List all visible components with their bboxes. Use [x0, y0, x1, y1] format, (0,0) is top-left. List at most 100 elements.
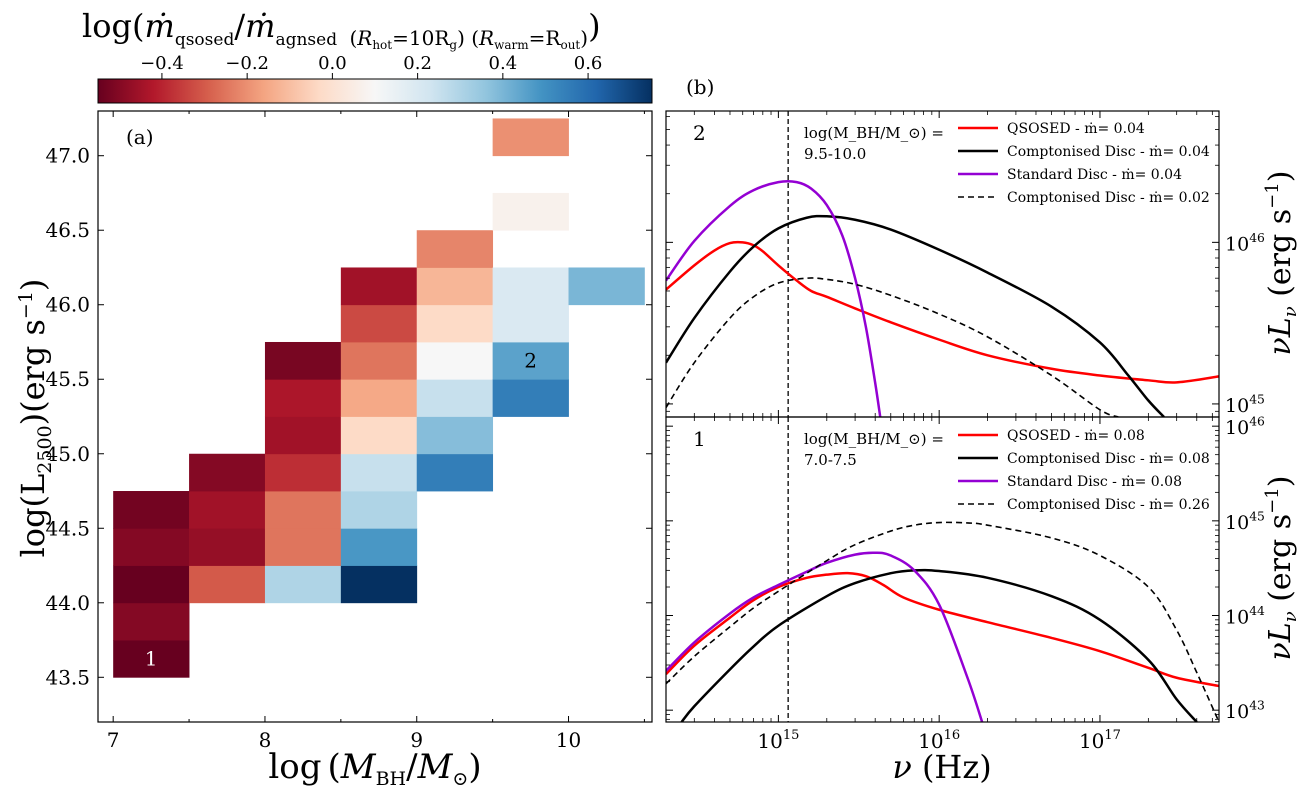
sed-y-tick-label: 1045 — [1225, 392, 1265, 417]
mass-range-value: 7.0-7.5 — [804, 451, 857, 469]
series-line — [666, 179, 882, 417]
colorbar-label-sub-qsosed: qsosed — [175, 30, 235, 50]
heatmap-cell — [113, 491, 190, 529]
heatmap-y-tick-label: 46.5 — [45, 218, 90, 242]
heatmap-y-tick-label: 43.5 — [45, 665, 90, 689]
series-group — [666, 179, 1219, 417]
subpanel-number: 2 — [693, 121, 706, 145]
heatmap-cell — [340, 453, 418, 492]
heatmap-cell — [492, 304, 569, 343]
heatmap-cell — [340, 528, 418, 566]
legend: QSOSED - ṁ= 0.04 Comptonised Disc - ṁ= 0.… — [958, 121, 1210, 206]
heatmap-x-tick-label: 10 — [556, 728, 581, 752]
colorbar-tick-label: 0.6 — [574, 53, 603, 74]
heatmap-cell — [492, 267, 569, 306]
heatmap-cell — [264, 341, 342, 380]
heatmap-cell — [340, 416, 418, 455]
series-line — [666, 214, 1165, 417]
heatmap-cell — [264, 453, 342, 492]
heatmap-cell — [416, 304, 494, 343]
legend-entry: Comptonised Disc - ṁ= 0.08 — [1007, 451, 1210, 467]
heatmap-bin-number: 1 — [145, 647, 158, 671]
heatmap-cell — [189, 491, 266, 529]
colorbar-label-warm: warm — [494, 38, 529, 52]
legend-entry: Standard Disc - ṁ= 0.08 — [1007, 474, 1182, 490]
heatmap-frame — [97, 110, 653, 723]
heatmap-cell — [264, 379, 342, 417]
legend-entry: Comptonised Disc - ṁ= 0.02 — [1007, 190, 1210, 206]
sed-y-tick-label: 1045 — [1225, 509, 1265, 534]
colorbar-label-mdot-1: ṁ — [144, 7, 174, 45]
heatmap-cell — [492, 341, 569, 380]
series-line — [666, 240, 1219, 384]
colorbar-tick-label: 0.2 — [403, 53, 432, 74]
heatmap-y-tick-label: 45.0 — [45, 442, 90, 466]
colorbar-tick-label: −0.2 — [225, 53, 269, 74]
heatmap-cell — [492, 379, 569, 417]
sed-y-tick-label: 1046 — [1225, 415, 1265, 440]
heatmap-cell — [340, 267, 418, 306]
series-line — [666, 571, 1219, 688]
colorbar-label: log(ṁqsosed/ṁagnsed (Rhot=10Rg) (Rwarm=R… — [82, 7, 601, 52]
sed-y-tick-label: 1044 — [1225, 604, 1265, 629]
sed-xlabel: ν (Hz) — [892, 748, 991, 786]
sed-y-tick-label: 1046 — [1225, 231, 1265, 256]
mass-range-label: log(M_BH/M_⊙) = — [804, 124, 944, 142]
heatmap-cell — [416, 453, 494, 492]
heatmap-cell — [264, 416, 342, 455]
series-line — [666, 521, 1219, 722]
colorbar: log(ṁqsosed/ṁagnsed (Rhot=10Rg) (Rwarm=R… — [82, 7, 653, 104]
panel-b-label: (b) — [686, 75, 714, 99]
colorbar-ticks: −0.4 −0.2 0.0 0.2 0.4 0.6 — [140, 53, 602, 79]
heatmap-cell — [264, 565, 342, 604]
heatmap-cell — [189, 528, 266, 566]
heatmap-y-tick-label: 45.5 — [45, 367, 90, 391]
colorbar-label-sub-agnsed: agnsed — [275, 30, 337, 50]
legend: QSOSED - ṁ= 0.08 Comptonised Disc - ṁ= 0.… — [958, 428, 1210, 513]
heatmap-cell — [568, 267, 645, 306]
colorbar-tick-label: −0.4 — [140, 53, 184, 74]
heatmap-y-tick-label: 46.0 — [45, 293, 90, 317]
heatmap-ylabel: log(L2500)(erg s−1) — [14, 279, 56, 558]
heatmap-y-tick-label: 47.0 — [45, 144, 90, 168]
heatmap-x-tick-label: 7 — [107, 728, 120, 752]
heatmap-cells — [113, 118, 645, 678]
panel-a-label: (a) — [126, 125, 154, 149]
legend-entry: QSOSED - ṁ= 0.08 — [1007, 428, 1145, 444]
heatmap-cell — [416, 416, 494, 455]
heatmap-cell — [416, 341, 494, 380]
colorbar-label-hot: hot — [372, 38, 392, 52]
sed-x-tick-label: 1017 — [1079, 728, 1121, 753]
heatmap-cell — [113, 528, 190, 566]
heatmap-bin-number: 2 — [524, 349, 537, 373]
legend-entry: QSOSED - ṁ= 0.04 — [1007, 121, 1145, 137]
series-line — [680, 568, 1198, 722]
heatmap-cell — [416, 267, 494, 306]
heatmap-annotations: 12 — [145, 349, 537, 671]
colorbar-label-hot-val: =10R — [392, 26, 450, 50]
heatmap-cell — [264, 491, 342, 529]
heatmap-cell — [189, 453, 266, 492]
heatmap-x-tick-label: 9 — [410, 728, 423, 752]
sed-x-tick-label: 1016 — [918, 728, 960, 753]
heatmap-cell — [264, 528, 342, 566]
mass-range-value: 9.5-10.0 — [804, 145, 866, 163]
heatmap-cell — [113, 565, 190, 604]
heatmap-cell — [189, 565, 266, 604]
heatmap-y-tick-label: 44.5 — [45, 516, 90, 540]
sed-y-tick-label: 1043 — [1225, 699, 1265, 724]
heatmap-cell — [340, 491, 418, 529]
heatmap-cell — [113, 640, 190, 678]
heatmap-y-tick-label: 44.0 — [45, 591, 90, 615]
heatmap-cell — [416, 230, 494, 268]
sed-bottom-ylabel: νLν (erg s−1) — [1262, 476, 1301, 661]
colorbar-gradient — [97, 78, 653, 104]
colorbar-tick-label: 0.4 — [489, 53, 518, 74]
legend-entry: Standard Disc - ṁ= 0.04 — [1007, 167, 1182, 183]
sed-x-ticks: 1015 1016 1017 — [757, 728, 1121, 753]
colorbar-label-hot-g: g — [449, 38, 457, 52]
heatmap-cell — [416, 379, 494, 417]
heatmap-cell — [340, 565, 418, 604]
series-group — [666, 521, 1219, 722]
